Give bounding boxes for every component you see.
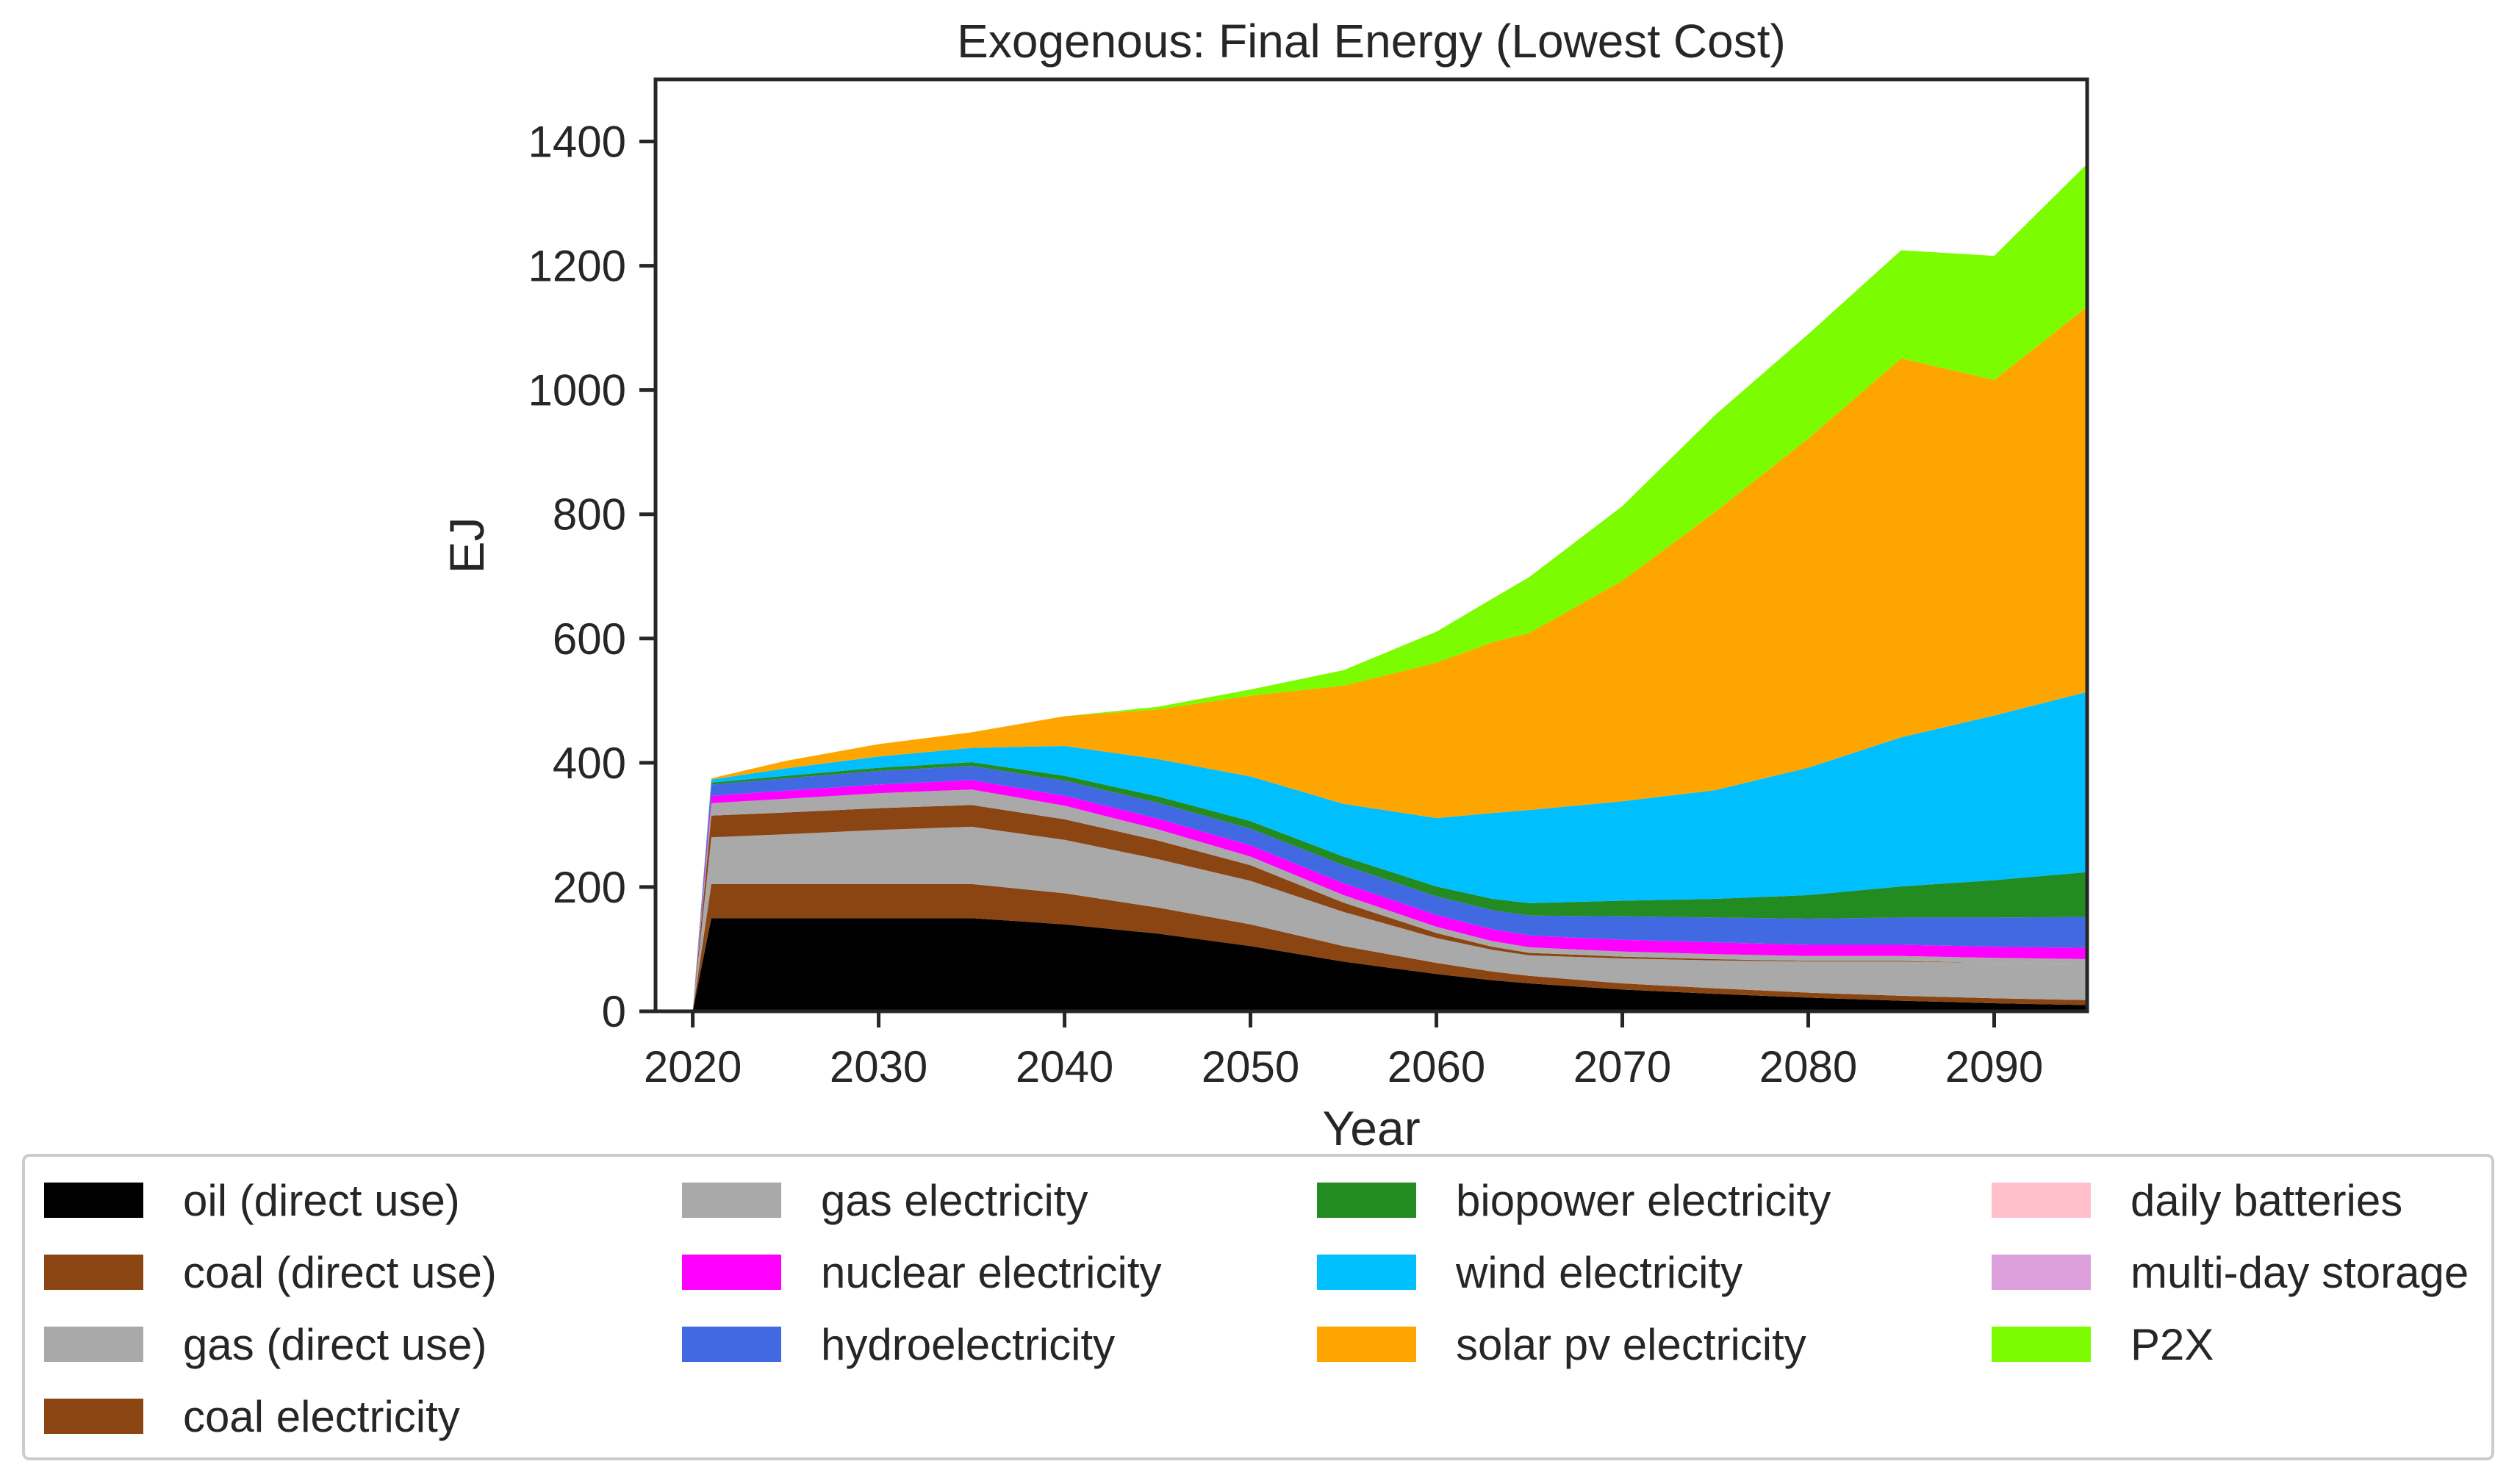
area-hydroelectricity bbox=[692, 766, 2087, 1011]
x-tick-label: 2040 bbox=[1016, 1042, 1113, 1091]
y-axis-ticks: 0 200 400 600 800 1000 1200 1400 bbox=[528, 118, 656, 1036]
area-oil-direct-use bbox=[692, 918, 2087, 1011]
stacked-areas bbox=[692, 164, 2087, 1011]
legend-label: oil (direct use) bbox=[183, 1175, 460, 1225]
area-coal-electricity bbox=[692, 805, 2087, 1011]
legend-swatch bbox=[682, 1327, 781, 1362]
legend-swatch bbox=[682, 1255, 781, 1290]
legend-item-wind-electricity: wind electricity bbox=[1317, 1236, 1742, 1308]
legend-label: nuclear electricity bbox=[821, 1247, 1162, 1297]
legend-item-daily-batteries: daily batteries bbox=[1992, 1164, 2402, 1236]
legend-label: daily batteries bbox=[2130, 1175, 2403, 1225]
area-wind-electricity bbox=[692, 692, 2087, 1011]
legend-item-p2x: P2X bbox=[1992, 1308, 2214, 1380]
area-nuclear-electricity bbox=[692, 780, 2087, 1011]
chart-title: Exogenous: Final Energy (Lowest Cost) bbox=[957, 15, 1786, 68]
area-coal-direct-use bbox=[692, 883, 2087, 1011]
legend-swatch bbox=[1317, 1255, 1416, 1290]
x-axis-label: Year bbox=[1322, 1101, 1420, 1147]
legend-item-hydroelectricity: hydroelectricity bbox=[682, 1308, 1115, 1380]
legend-item-gas-electricity: gas electricity bbox=[682, 1164, 1088, 1236]
x-tick-label: 2020 bbox=[644, 1042, 742, 1091]
area-solar-pv-electricity bbox=[692, 306, 2087, 1011]
x-axis-ticks: 2020 2030 2040 2050 2060 2070 2080 2090 bbox=[644, 1011, 2043, 1091]
y-tick-label: 1400 bbox=[528, 118, 626, 167]
legend-item-nuclear-electricity: nuclear electricity bbox=[682, 1236, 1162, 1308]
legend-item-coal-direct-use: coal (direct use) bbox=[44, 1236, 497, 1308]
x-tick-label: 2050 bbox=[1202, 1042, 1299, 1091]
legend-swatch bbox=[44, 1183, 143, 1218]
legend-label: biopower electricity bbox=[1456, 1175, 1831, 1225]
legend-item-oil-direct-use: oil (direct use) bbox=[44, 1164, 460, 1236]
legend-label: coal (direct use) bbox=[183, 1247, 497, 1297]
legend-swatch bbox=[1317, 1183, 1416, 1218]
legend-swatch bbox=[682, 1183, 781, 1218]
y-axis-label: EJ bbox=[439, 517, 494, 573]
legend-label: P2X bbox=[2130, 1319, 2214, 1369]
legend-label: gas electricity bbox=[821, 1175, 1088, 1225]
x-tick-label: 2080 bbox=[1759, 1042, 1857, 1091]
legend-label: multi-day storage bbox=[2130, 1247, 2469, 1297]
y-tick-label: 600 bbox=[553, 614, 626, 664]
legend-swatch bbox=[44, 1255, 143, 1290]
legend-item-multi-day-storage: multi-day storage bbox=[1992, 1236, 2469, 1308]
legend-label: coal electricity bbox=[183, 1391, 460, 1441]
x-tick-label: 2070 bbox=[1573, 1042, 1671, 1091]
legend-swatch bbox=[44, 1327, 143, 1362]
x-tick-label: 2030 bbox=[830, 1042, 927, 1091]
y-tick-label: 800 bbox=[553, 490, 626, 539]
legend-item-gas-direct-use: gas (direct use) bbox=[44, 1308, 487, 1380]
area-chart: 2020 2030 2040 2050 2060 2070 2080 2090 0 200 400… bbox=[439, 15, 2089, 1147]
x-tick-label: 2090 bbox=[1945, 1042, 2043, 1091]
legend-item-coal-electricity: coal electricity bbox=[44, 1380, 460, 1452]
area-gas-electricity bbox=[692, 789, 2087, 1011]
legend-swatch bbox=[44, 1399, 143, 1434]
legend-swatch bbox=[1992, 1255, 2091, 1290]
y-tick-label: 1000 bbox=[528, 366, 626, 415]
legend: oil (direct use) coal (direct use) gas (di… bbox=[22, 1154, 2494, 1460]
legend-label: gas (direct use) bbox=[183, 1319, 487, 1369]
y-tick-label: 1200 bbox=[528, 242, 626, 291]
y-tick-label: 400 bbox=[553, 739, 626, 788]
legend-swatch bbox=[1317, 1327, 1416, 1362]
area-gas-direct-use bbox=[692, 826, 2087, 1011]
legend-swatch bbox=[1992, 1183, 2091, 1218]
x-tick-label: 2060 bbox=[1388, 1042, 1485, 1091]
legend-label: solar pv electricity bbox=[1456, 1319, 1806, 1369]
y-tick-label: 200 bbox=[553, 863, 626, 912]
legend-item-biopower-electricity: biopower electricity bbox=[1317, 1164, 1831, 1236]
plot-frame bbox=[653, 77, 2089, 1014]
legend-item-solar-pv-electricity: solar pv electricity bbox=[1317, 1308, 1806, 1380]
legend-label: hydroelectricity bbox=[821, 1319, 1116, 1369]
legend-swatch bbox=[1992, 1327, 2091, 1362]
legend-label: wind electricity bbox=[1456, 1247, 1743, 1297]
y-tick-label: 0 bbox=[602, 987, 626, 1036]
